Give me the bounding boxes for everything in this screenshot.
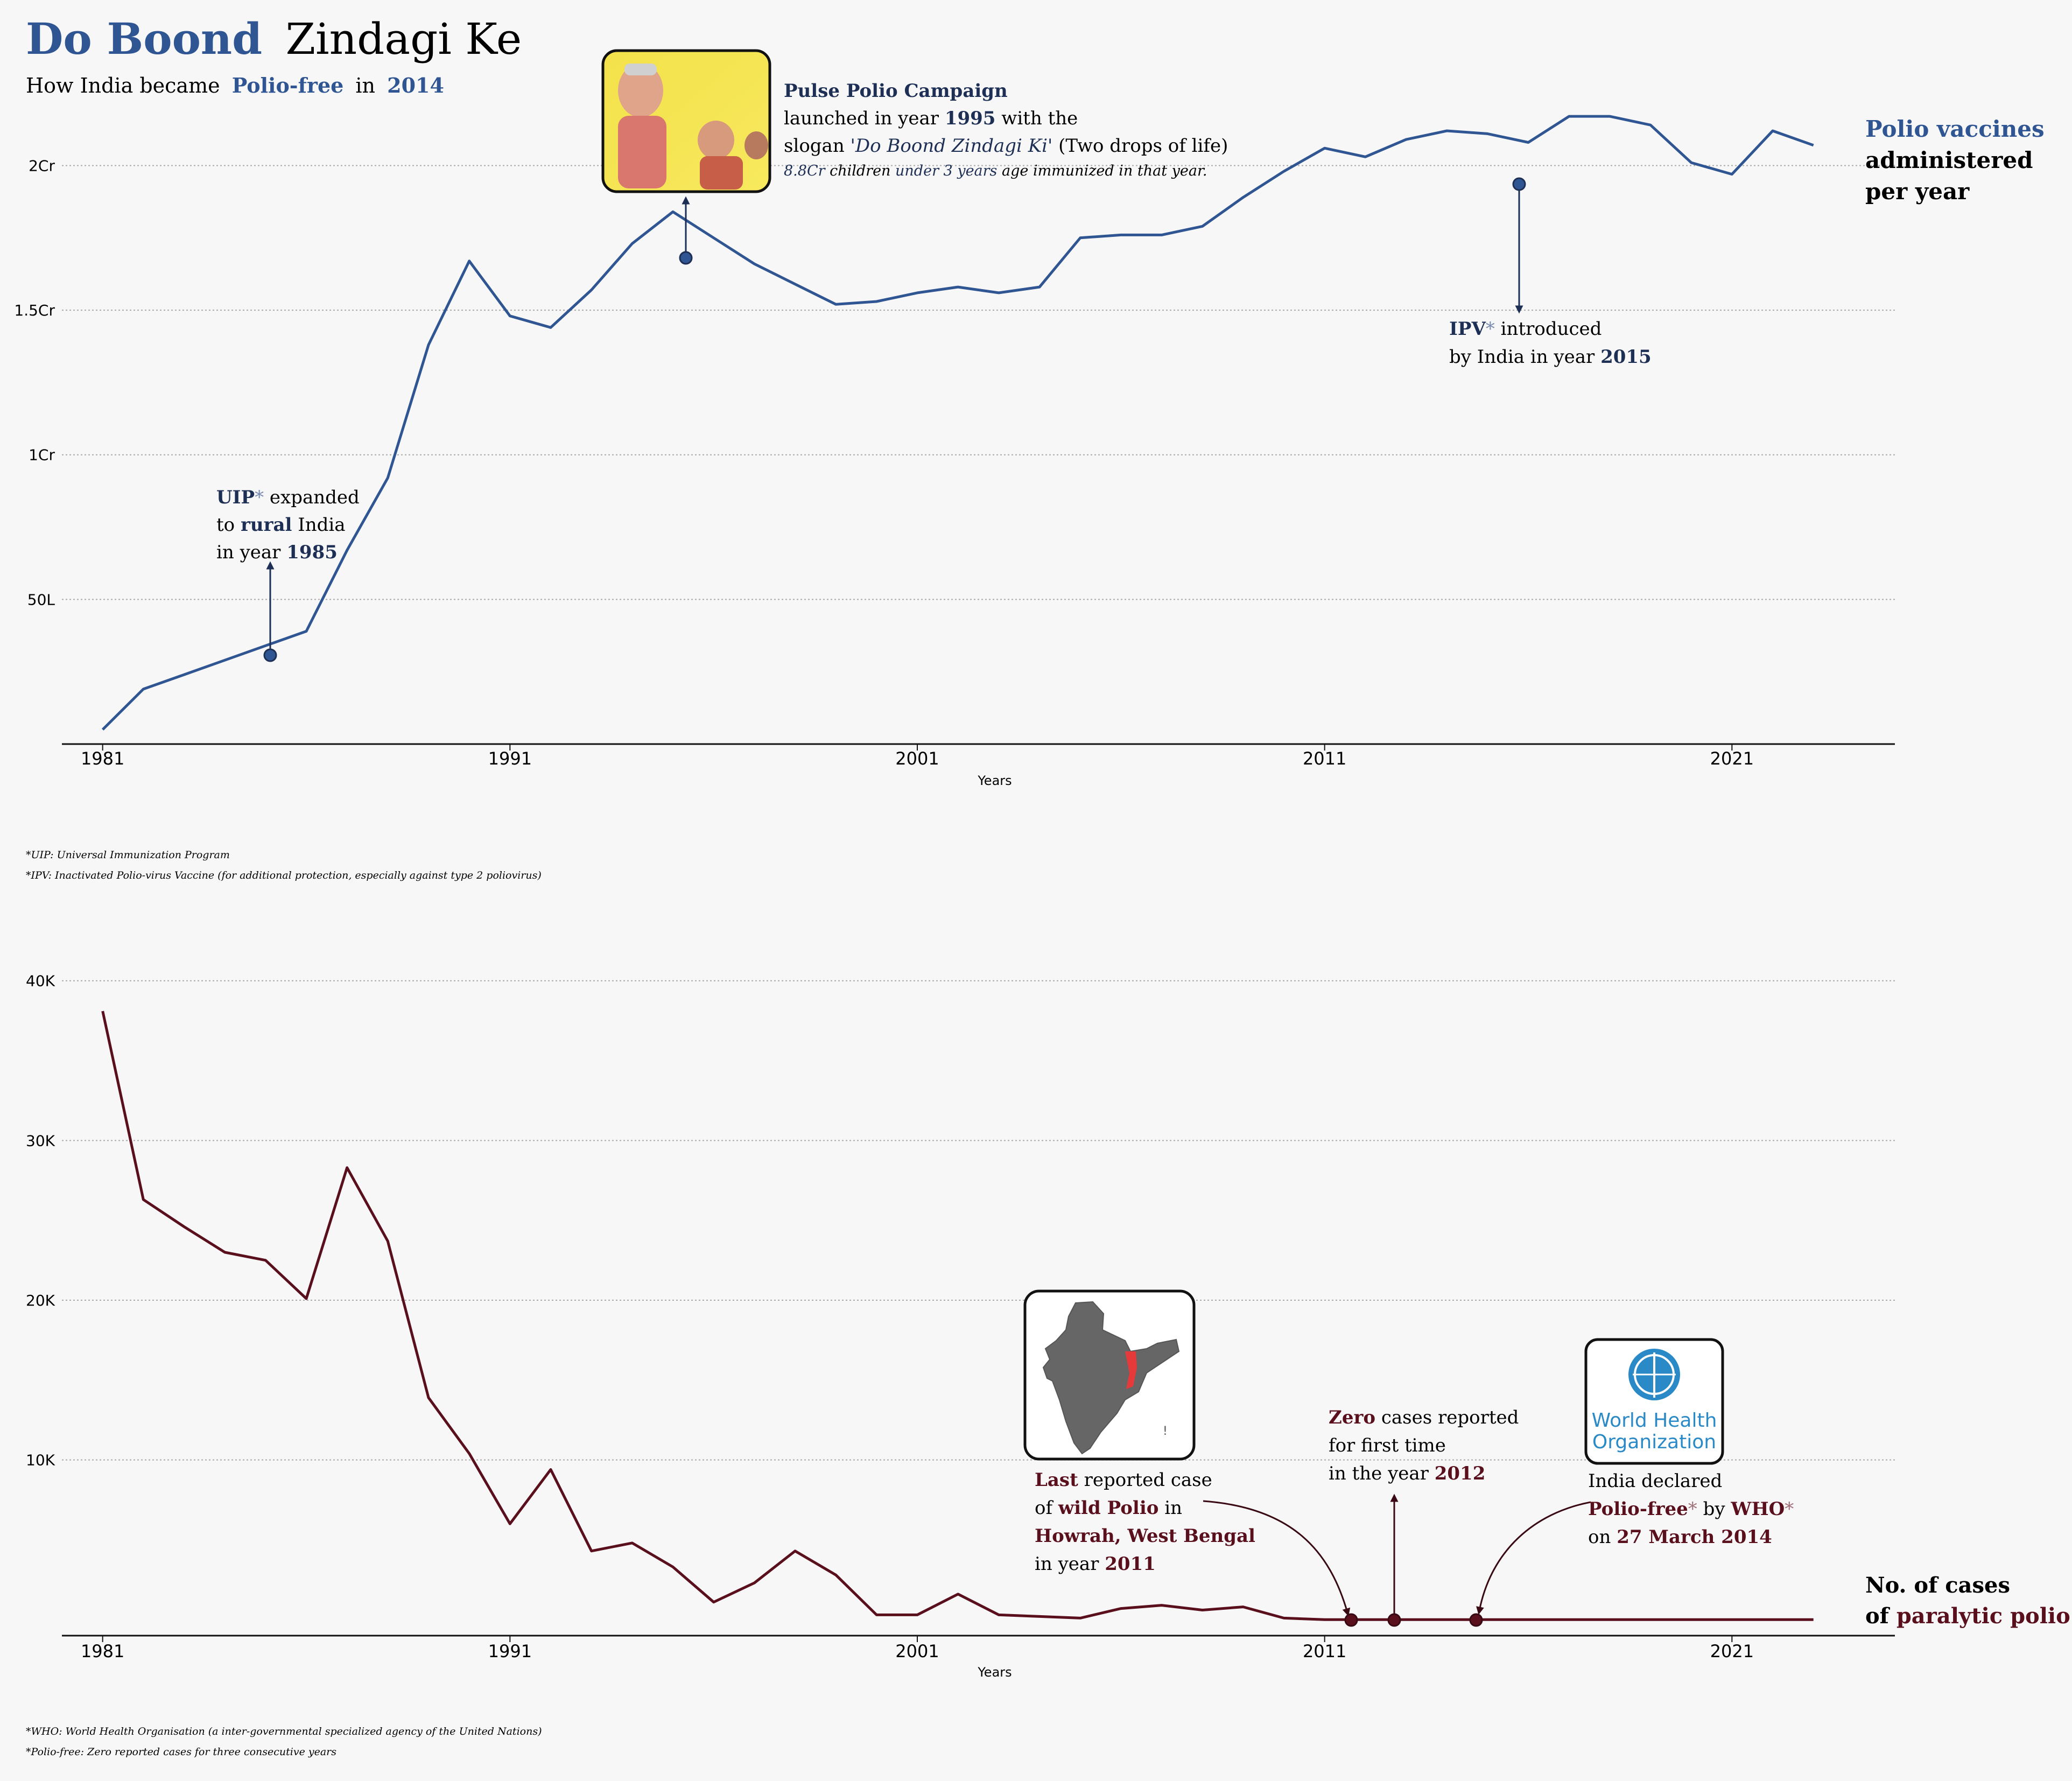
uip-annotation: UIP* expanded to rural India in year 198… bbox=[216, 487, 360, 563]
y-tick-label: 1.5Cr bbox=[14, 301, 55, 319]
x-tick-label: 2021 bbox=[1710, 1641, 1754, 1661]
svg-text:by India in year 2015: by India in year 2015 bbox=[1449, 346, 1652, 368]
svg-text:Howrah, West Bengal: Howrah, West Bengal bbox=[1035, 1525, 1255, 1547]
uip-marker bbox=[263, 648, 277, 662]
svg-text:of wild Polio in: of wild Polio in bbox=[1035, 1497, 1182, 1519]
svg-text:on 27 March 2014: on 27 March 2014 bbox=[1588, 1526, 1772, 1548]
svg-text:in the year 2012: in the year 2012 bbox=[1329, 1463, 1485, 1484]
page-title: Do Boond Zindagi Ke bbox=[26, 13, 522, 64]
x-tick-label: 2021 bbox=[1710, 748, 1754, 769]
ipv-marker bbox=[1512, 177, 1526, 191]
x-tick-label: 2011 bbox=[1303, 1641, 1346, 1661]
pulse-polio-marker bbox=[679, 251, 693, 265]
svg-text:per year: per year bbox=[1865, 178, 1970, 205]
footnotes-top: *UIP: Universal Immunization Program *IP… bbox=[26, 849, 542, 881]
svg-text:World Health: World Health bbox=[1592, 1410, 1717, 1432]
svg-text:Pulse Polio Campaign: Pulse Polio Campaign bbox=[784, 80, 1008, 102]
svg-text:of paralytic polio: of paralytic polio bbox=[1865, 1603, 2070, 1629]
svg-text:administered: administered bbox=[1865, 147, 2033, 173]
zero-cases-annotation: Zero cases reported for first time in th… bbox=[1329, 1407, 1519, 1484]
footnote-ipv: *IPV: Inactivated Polio-virus Vaccine (f… bbox=[26, 870, 542, 881]
cases-chart-y-ticks: 10K 20K 30K 40K bbox=[26, 972, 55, 1469]
x-tick-label: 2001 bbox=[895, 1641, 939, 1661]
cases-chart-grid bbox=[62, 980, 1895, 1461]
footnotes-bottom: *WHO: World Health Organisation (a inter… bbox=[26, 1726, 542, 1758]
vaccine-series-line bbox=[101, 115, 1814, 731]
y-tick-label: 30K bbox=[26, 1132, 55, 1149]
pulse-polio-campaign-photo bbox=[601, 49, 771, 193]
svg-text:in year 2011: in year 2011 bbox=[1035, 1553, 1156, 1575]
svg-text:UIP* expanded: UIP* expanded bbox=[216, 487, 360, 508]
svg-text:Zero cases reported: Zero cases reported bbox=[1329, 1407, 1519, 1428]
title-rest: Zindagi Ke bbox=[285, 14, 522, 64]
x-tick-label: 1981 bbox=[81, 1641, 124, 1661]
polio-free-arrow bbox=[1476, 1501, 1591, 1615]
cases-series-label: No. of cases of paralytic polio bbox=[1865, 1573, 2070, 1629]
footnote-polio-free: *Polio-free: Zero reported cases for thr… bbox=[26, 1746, 336, 1758]
footnote-uip: *UIP: Universal Immunization Program bbox=[26, 849, 230, 861]
svg-text:for first time: for first time bbox=[1329, 1435, 1446, 1456]
x-tick-label: 1991 bbox=[488, 1641, 532, 1661]
svg-text:launched in year 1995 with the: launched in year 1995 with the bbox=[784, 108, 1078, 129]
y-tick-label: 20K bbox=[26, 1292, 55, 1309]
y-tick-label: 40K bbox=[26, 972, 55, 990]
vaccine-chart: 50L 1Cr 1.5Cr 2Cr 1981 1991 2001 2011 2021 Year… bbox=[14, 49, 2045, 788]
vaccine-chart-y-ticks: 50L 1Cr 1.5Cr 2Cr bbox=[14, 157, 55, 608]
ipv-annotation: IPV* introduced by India in year 2015 bbox=[1449, 318, 1652, 368]
svg-text:Organization: Organization bbox=[1592, 1431, 1716, 1453]
vaccine-series-label: Polio vaccines administered per year bbox=[1865, 116, 2045, 205]
x-tick-label: 1981 bbox=[81, 748, 124, 769]
polio-free-marker bbox=[1469, 1613, 1483, 1627]
cases-series-line bbox=[101, 1011, 1814, 1621]
last-case-marker bbox=[1344, 1613, 1358, 1627]
pulse-polio-annotation: Pulse Polio Campaign launched in year 19… bbox=[784, 80, 1228, 179]
y-tick-label: 50L bbox=[27, 591, 55, 608]
svg-text:Polio-free* by WHO*: Polio-free* by WHO* bbox=[1588, 1498, 1794, 1520]
polio-free-annotation: India declared Polio-free* by WHO* on 27… bbox=[1588, 1470, 1794, 1548]
cases-x-axis-label: Years bbox=[977, 1665, 1012, 1680]
svg-text:No. of cases: No. of cases bbox=[1865, 1573, 2010, 1598]
svg-text:IPV* introduced: IPV* introduced bbox=[1449, 318, 1602, 340]
footnote-who: *WHO: World Health Organisation (a inter… bbox=[26, 1726, 542, 1737]
svg-text:slogan 'Do Boond Zindagi Ki' (: slogan 'Do Boond Zindagi Ki' (Two drops … bbox=[784, 135, 1228, 157]
page-subtitle: How India became Polio-free in 2014 bbox=[26, 73, 444, 97]
svg-text:8.8Cr children under 3 years a: 8.8Cr children under 3 years age immuniz… bbox=[784, 163, 1207, 179]
last-case-arrow bbox=[1203, 1500, 1351, 1617]
svg-text:in year 1985: in year 1985 bbox=[216, 542, 338, 563]
y-tick-label: 10K bbox=[26, 1452, 55, 1469]
title-highlight: Do Boond bbox=[26, 13, 262, 64]
y-tick-label: 2Cr bbox=[29, 157, 55, 174]
svg-text:India declared: India declared bbox=[1588, 1470, 1722, 1492]
who-logo: World Health Organization bbox=[1584, 1338, 1724, 1465]
vaccine-chart-x-ticks: 1981 1991 2001 2011 2021 bbox=[81, 744, 1754, 769]
x-tick-label: 1991 bbox=[488, 748, 532, 769]
svg-text:to rural India: to rural India bbox=[216, 514, 346, 536]
vaccine-chart-grid bbox=[62, 165, 1895, 600]
x-tick-label: 2001 bbox=[895, 748, 939, 769]
vaccine-x-axis-label: Years bbox=[977, 773, 1012, 788]
cases-chart-x-ticks: 1981 1991 2001 2011 2021 bbox=[81, 1636, 1754, 1661]
svg-text:Last reported case: Last reported case bbox=[1035, 1469, 1212, 1491]
last-case-annotation: Last reported case of wild Polio in Howr… bbox=[1035, 1469, 1255, 1575]
india-map-image: ! bbox=[1023, 1289, 1196, 1461]
svg-text:Polio vaccines: Polio vaccines bbox=[1865, 116, 2045, 142]
y-tick-label: 1Cr bbox=[29, 446, 55, 464]
zero-cases-marker bbox=[1387, 1613, 1401, 1627]
svg-text:!: ! bbox=[1163, 1425, 1168, 1438]
x-tick-label: 2011 bbox=[1303, 748, 1346, 769]
